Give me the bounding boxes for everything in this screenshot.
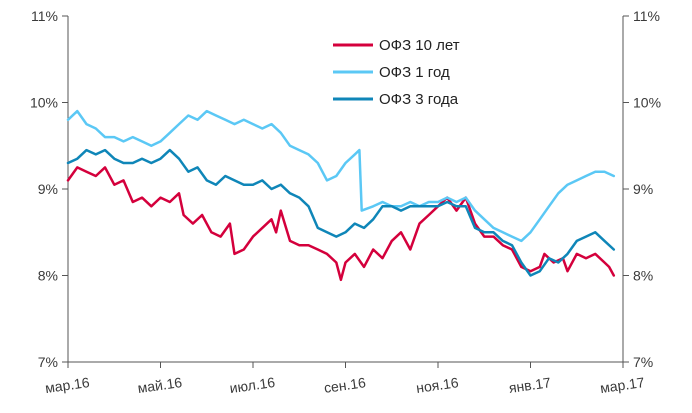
y-axis-right-labels: 7% 8% 9% 10% 11% <box>633 8 661 370</box>
y-tick-label-left: 11% <box>31 8 58 24</box>
y-tick-label-right: 7% <box>633 354 653 370</box>
legend-label: ОФЗ 10 лет <box>379 37 460 54</box>
x-tick-label: май.16 <box>137 374 184 396</box>
legend: ОФЗ 10 лет ОФЗ 1 год ОФЗ 3 года <box>333 37 460 108</box>
series-lines <box>66 109 616 282</box>
x-tick-label: янв.17 <box>508 374 552 396</box>
tick-marks <box>62 15 629 368</box>
y-tick-label-left: 9% <box>38 181 58 197</box>
y-axis-left-labels: 7% 8% 9% 10% 11% <box>30 8 58 370</box>
series-line-2 <box>66 109 616 243</box>
legend-label: ОФЗ 1 год <box>379 64 450 81</box>
axes <box>67 16 624 363</box>
legend-label: ОФЗ 3 года <box>379 91 459 108</box>
y-tick-label-left: 10% <box>30 95 58 111</box>
y-tick-label-right: 9% <box>633 181 653 197</box>
y-tick-label-right: 8% <box>633 268 653 284</box>
x-tick-label: мар.16 <box>44 374 91 396</box>
y-tick-label-left: 8% <box>38 268 58 284</box>
y-tick-label-left: 7% <box>38 354 58 370</box>
x-tick-label: сен.16 <box>323 374 367 396</box>
x-tick-label: мар.17 <box>599 374 646 396</box>
x-axis-labels: мар.16 май.16 июл.16 сен.16 ноя.16 янв.17 мар.… <box>44 374 646 396</box>
y-tick-label-right: 10% <box>633 95 661 111</box>
y-tick-label-right: 11% <box>633 8 660 24</box>
series-line-1 <box>66 166 616 282</box>
x-tick-label: ноя.16 <box>415 374 460 396</box>
x-tick-label: июл.16 <box>229 374 277 396</box>
series-line-3 <box>66 148 616 277</box>
